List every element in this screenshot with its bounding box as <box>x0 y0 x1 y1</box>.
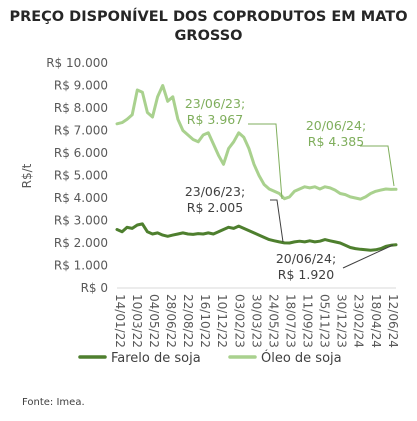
x-tick-label: 30/12/23 <box>335 294 349 348</box>
x-tick-label: 16/10/22 <box>198 294 212 348</box>
x-tick-label: 23/02/24 <box>352 294 366 348</box>
x-tick-label: 11/09/23 <box>300 294 314 348</box>
source-note: Fonte: Imea. <box>22 397 85 408</box>
annotation-label: R$ 3.967 <box>187 112 243 127</box>
annotation-label: R$ 1.920 <box>278 267 334 282</box>
x-tick-label: 12/06/24 <box>386 294 400 348</box>
y-tick-label: R$ 1.000 <box>54 259 108 273</box>
y-tick-label: R$ 8.000 <box>54 101 108 115</box>
x-tick-label: 04/05/22 <box>147 294 161 348</box>
x-tick-label: 10/03/22 <box>130 294 144 348</box>
y-tick-label: R$ 10.000 <box>46 56 108 70</box>
annotation-label: R$ 4.385 <box>308 134 364 149</box>
legend-label: Farelo de soja <box>111 351 201 366</box>
x-tick-label: 24/05/23 <box>266 294 280 348</box>
x-tick-label: 14/01/22 <box>113 294 127 348</box>
y-tick-label: R$ 4.000 <box>54 191 108 205</box>
legend-label: Óleo de soja <box>261 350 342 366</box>
annotation-leader <box>360 145 395 187</box>
annotation-leader <box>270 199 284 243</box>
x-tick-label: 10/12/22 <box>215 294 229 348</box>
series-line-farelo <box>115 222 398 252</box>
annotation-leader <box>248 123 283 200</box>
x-tick-label: 18/04/24 <box>369 294 383 348</box>
annotation-label: 23/06/23; <box>185 184 245 199</box>
y-tick-label: R$ 7.000 <box>54 124 108 138</box>
y-tick-label: R$ 6.000 <box>54 146 108 160</box>
annotation-label: 20/06/24; <box>276 251 336 266</box>
y-tick-label: R$ 2.000 <box>54 236 108 250</box>
x-tick-label: 03/02/23 <box>232 294 246 348</box>
annotation-label: 20/06/24; <box>306 118 366 133</box>
x-tick-label: 30/03/23 <box>249 294 263 348</box>
y-tick-label: R$ 9.000 <box>54 79 108 93</box>
y-axis-label: R$/t <box>20 163 34 188</box>
annotation-leader <box>342 244 394 269</box>
x-tick-label: 18/07/23 <box>283 294 297 348</box>
x-tick-label: 05/11/23 <box>318 294 332 348</box>
annotation-label: 23/06/23; <box>185 96 245 111</box>
series-line-oleo <box>115 84 398 201</box>
x-tick-label: 22/08/22 <box>181 294 195 348</box>
annotation-label: R$ 2.005 <box>187 200 243 215</box>
y-tick-label: R$ 3.000 <box>54 214 108 228</box>
chart-title: PREÇO DISPONÍVEL DOS COPRODUTOS EM MATO … <box>9 9 408 44</box>
y-tick-label: R$ 0 <box>81 281 108 295</box>
y-tick-label: R$ 5.000 <box>54 169 108 183</box>
x-tick-label: 28/06/22 <box>164 294 178 348</box>
